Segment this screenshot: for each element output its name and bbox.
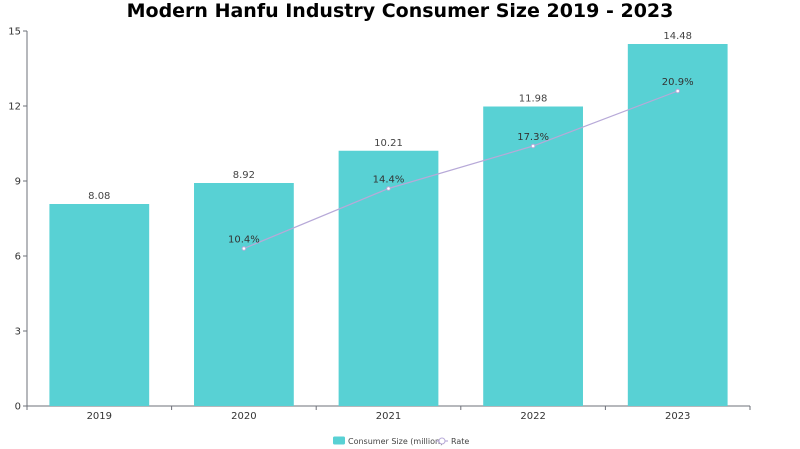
bar[interactable] — [627, 44, 728, 406]
bar-value-label: 10.21 — [374, 138, 403, 149]
bar-value-label: 8.92 — [233, 170, 255, 181]
bar[interactable] — [49, 204, 150, 406]
rate-point[interactable] — [386, 186, 391, 191]
bar[interactable] — [338, 150, 439, 406]
bar[interactable] — [194, 183, 294, 406]
rate-line — [243, 90, 678, 250]
x-tick-label: 2022 — [520, 411, 545, 422]
bar-value-label: 8.08 — [88, 191, 110, 202]
rate-value-label: 10.4% — [228, 235, 260, 246]
y-tick-label: 0 — [15, 402, 21, 413]
rate-value-label: 14.4% — [373, 175, 405, 186]
bar-value-label: 11.98 — [519, 94, 548, 105]
rate-point[interactable] — [530, 143, 536, 149]
rate-point[interactable] — [241, 246, 247, 251]
legend-label-bar[interactable]: Consumer Size (million) — [348, 437, 443, 446]
rate-value-label: 20.9% — [662, 77, 694, 88]
y-tick-label: 15 — [8, 27, 21, 38]
rate-point[interactable] — [675, 88, 681, 94]
rate-value-label: 17.3% — [517, 132, 549, 143]
chart-title: Modern Hanfu Industry Consumer Size 2019… — [126, 0, 674, 22]
x-tick-label: 2021 — [376, 411, 401, 422]
legend-swatch-marker[interactable] — [438, 437, 446, 445]
bar[interactable] — [483, 106, 583, 407]
x-tick-label: 2020 — [231, 411, 256, 422]
bar-value-label: 14.48 — [663, 31, 692, 42]
y-tick-label: 3 — [15, 327, 21, 338]
legend-label-rate[interactable]: Rate — [451, 437, 469, 446]
legend-swatch-bar[interactable] — [333, 436, 345, 445]
y-tick-label: 9 — [15, 177, 21, 188]
x-tick-label: 2019 — [87, 411, 112, 422]
y-tick-label: 6 — [15, 252, 21, 263]
y-tick-label: 12 — [8, 102, 21, 113]
x-tick-label: 2023 — [665, 411, 690, 422]
